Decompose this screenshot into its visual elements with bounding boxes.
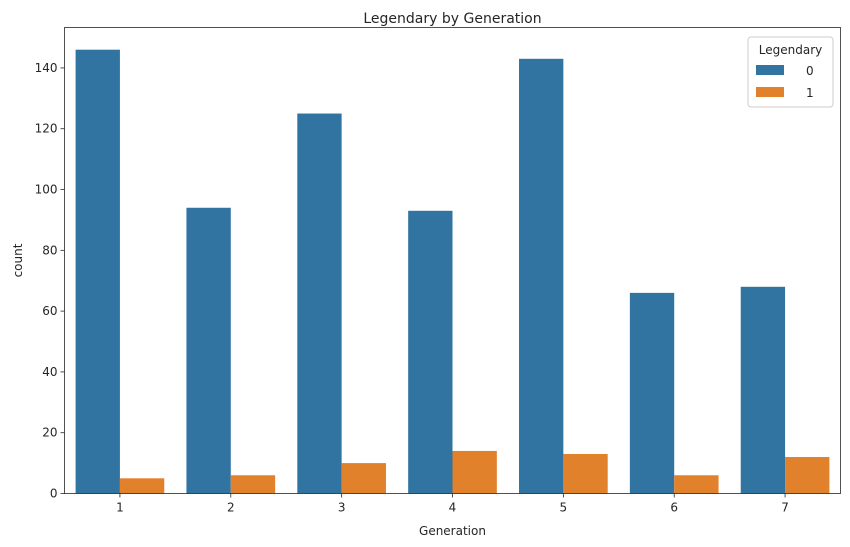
bar-gen6-legendary0 [629, 292, 675, 494]
chart-title: Legendary by Generation [363, 11, 541, 27]
legend: Legendary 0 1 [747, 36, 834, 108]
x-tick-label: 5 [560, 501, 568, 515]
y-tick-label: 40 [42, 365, 57, 379]
legend-title: Legendary [759, 43, 822, 57]
y-tick-label: 20 [42, 426, 57, 440]
x-tick-label: 2 [227, 501, 235, 515]
x-tick-label: 3 [338, 501, 346, 515]
y-tick-label: 60 [42, 304, 57, 318]
y-tick-label: 80 [42, 243, 57, 257]
legend-swatch-0 [756, 65, 784, 75]
x-axis: 1 2 3 4 5 6 7 [116, 493, 789, 515]
bar-gen5-legendary1 [563, 453, 608, 494]
x-tick-label: 1 [116, 501, 124, 515]
y-tick-label: 120 [35, 122, 58, 136]
y-axis-label: count [11, 243, 25, 277]
y-tick-label: 100 [35, 183, 58, 197]
legend-swatch-1 [756, 87, 784, 97]
legend-label-1: 1 [806, 86, 814, 100]
bar-gen4-legendary1 [452, 450, 497, 494]
bar-gen1-legendary0 [75, 49, 120, 494]
legend-label-0: 0 [806, 64, 814, 78]
bar-gen4-legendary0 [408, 210, 453, 494]
x-tick-label: 6 [670, 501, 678, 515]
bar-gen3-legendary1 [341, 463, 386, 494]
x-axis-label: Generation [419, 524, 486, 538]
x-tick-label: 7 [781, 501, 789, 515]
bar-gen6-legendary1 [674, 475, 719, 494]
bar-gen7-legendary0 [740, 286, 786, 494]
y-axis: 0 20 40 60 80 100 120 140 [35, 61, 65, 501]
bar-gen3-legendary0 [297, 113, 342, 494]
plot-frame [64, 27, 841, 494]
bar-gen2-legendary1 [230, 475, 276, 494]
bar-gen7-legendary1 [785, 457, 830, 494]
bar-gen2-legendary0 [186, 207, 231, 494]
bar-gen1-legendary1 [119, 478, 165, 494]
bars-group [75, 49, 830, 494]
bar-gen5-legendary0 [519, 58, 564, 494]
y-tick-label: 140 [35, 61, 58, 75]
x-tick-label: 4 [449, 501, 457, 515]
y-tick-label: 0 [50, 487, 58, 501]
